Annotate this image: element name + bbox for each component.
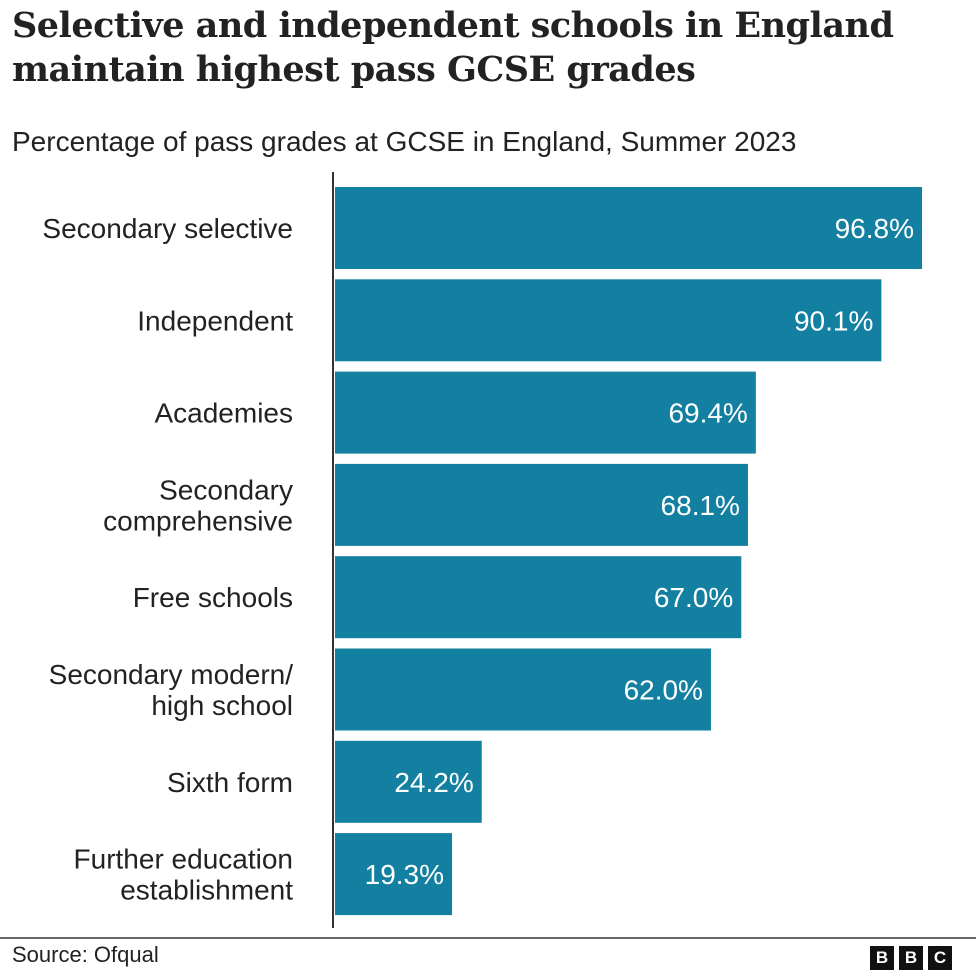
category-label: Further education [74,844,293,875]
chart-subtitle: Percentage of pass grades at GCSE in Eng… [12,126,797,157]
bar [335,463,748,546]
category-label: Free schools [133,582,293,613]
value-label: 19.3% [365,859,444,890]
value-label: 62.0% [624,675,703,706]
value-label: 24.2% [394,767,473,798]
bar [335,740,482,823]
value-label: 90.1% [794,305,873,336]
category-label: establishment [120,875,293,906]
source-text: Source: Ofqual [12,942,159,967]
category-label: comprehensive [103,505,293,536]
value-label: 96.8% [835,213,914,244]
bar [335,371,756,454]
bar [335,556,742,639]
logo-letter: B [870,946,894,970]
category-label: high school [151,690,293,721]
category-label: Academies [154,398,293,429]
bar [335,279,882,362]
value-label: 67.0% [654,582,733,613]
category-label: Sixth form [167,767,293,798]
bar [335,833,453,916]
bbc-logo: B B C [870,946,952,970]
value-label: 69.4% [668,398,747,429]
category-label: Secondary modern/ [49,659,294,690]
bar [335,648,711,731]
category-label: Independent [137,305,293,336]
value-label: 68.1% [661,490,740,521]
footer-divider [0,937,976,939]
category-label: Secondary [159,474,293,505]
chart-title: Selective and independent schools in Eng… [12,5,894,90]
logo-letter: C [928,946,952,970]
logo-letter: B [899,946,923,970]
bar [335,187,922,269]
category-label: Secondary selective [42,213,293,244]
